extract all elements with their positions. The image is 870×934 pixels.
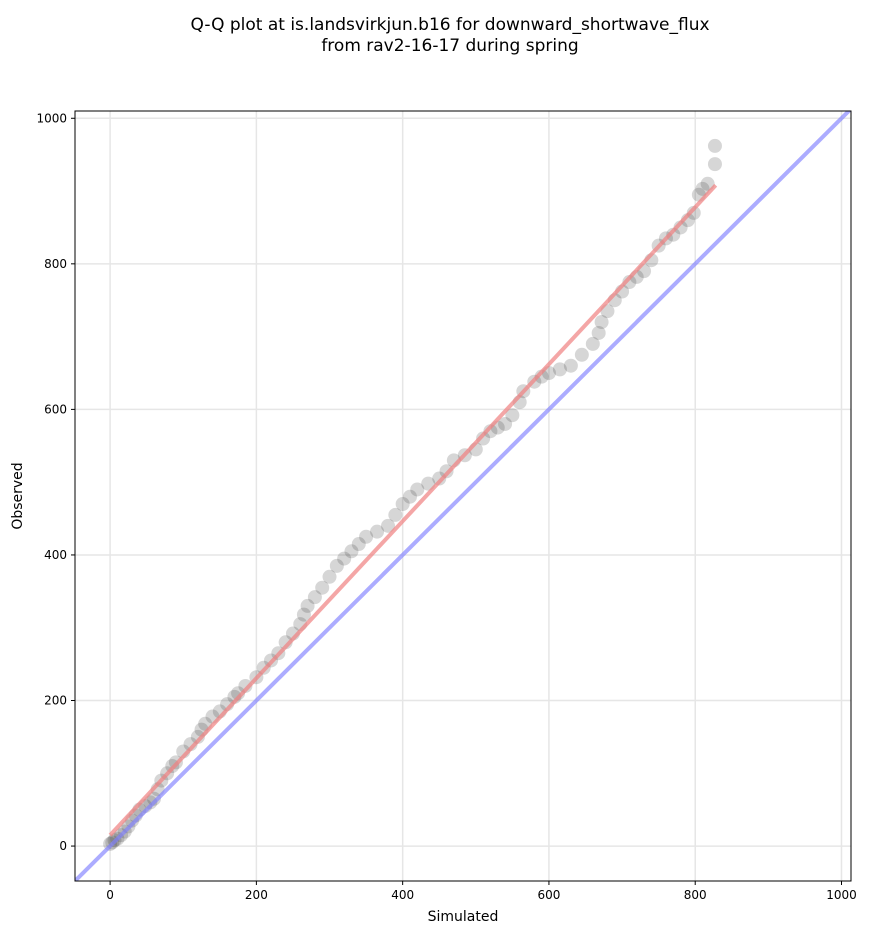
data-point xyxy=(351,537,366,552)
chart-title-line1: Q-Q plot at is.landsvirkjun.b16 for down… xyxy=(190,15,709,35)
data-point xyxy=(238,678,253,693)
data-point xyxy=(190,729,205,744)
plot-frame xyxy=(74,110,852,882)
y-axis-label: Observed xyxy=(10,462,26,529)
data-point xyxy=(591,325,606,340)
data-point xyxy=(563,358,578,373)
data-point xyxy=(402,489,417,504)
y-tick-label: 400 xyxy=(44,548,67,562)
data-point xyxy=(695,181,710,196)
x-tick-label: 1000 xyxy=(826,888,857,902)
x-tick-label: 800 xyxy=(684,888,707,902)
data-point xyxy=(388,507,403,522)
data-point xyxy=(143,795,158,810)
chart-title-line2: from rav2-16-17 during spring xyxy=(321,36,578,56)
data-point xyxy=(322,569,337,584)
y-tick-label: 1000 xyxy=(36,111,67,125)
data-point xyxy=(483,424,498,439)
data-point xyxy=(337,551,352,566)
plot-marks xyxy=(75,111,851,881)
data-point xyxy=(146,791,161,806)
x-tick-label: 600 xyxy=(537,888,560,902)
data-point xyxy=(686,205,701,220)
y-tick-label: 200 xyxy=(44,694,67,708)
data-point xyxy=(307,590,322,605)
data-point xyxy=(707,138,722,153)
data-point xyxy=(622,275,637,290)
x-tick-label: 200 xyxy=(245,888,268,902)
data-point xyxy=(505,408,520,423)
data-point xyxy=(707,157,722,172)
data-point xyxy=(381,518,396,533)
data-point xyxy=(329,558,344,573)
data-point xyxy=(594,315,609,330)
x-tick-label: 0 xyxy=(106,888,114,902)
data-point xyxy=(344,544,359,559)
data-point xyxy=(432,471,447,486)
fit-line xyxy=(108,183,718,837)
axis-ticks: 0 200 400 600 800 1000 0 200 400 600 800 1000 xyxy=(36,111,856,902)
data-point xyxy=(370,524,385,539)
data-point xyxy=(666,227,681,242)
data-point xyxy=(296,607,311,622)
data-point xyxy=(476,431,491,446)
data-point xyxy=(395,497,410,512)
y-tick-label: 800 xyxy=(44,257,67,271)
data-point xyxy=(315,580,330,595)
data-point xyxy=(498,416,513,431)
grid xyxy=(75,111,851,881)
data-point xyxy=(410,482,425,497)
data-point xyxy=(359,529,374,544)
data-point xyxy=(585,336,600,351)
data-point xyxy=(300,598,315,613)
x-axis-label: Simulated xyxy=(428,909,499,925)
x-tick-label: 400 xyxy=(391,888,414,902)
data-point xyxy=(574,347,589,362)
identity-line xyxy=(75,111,851,881)
y-tick-label: 600 xyxy=(44,402,67,416)
data-point xyxy=(552,362,567,377)
y-tick-label: 0 xyxy=(59,839,67,853)
